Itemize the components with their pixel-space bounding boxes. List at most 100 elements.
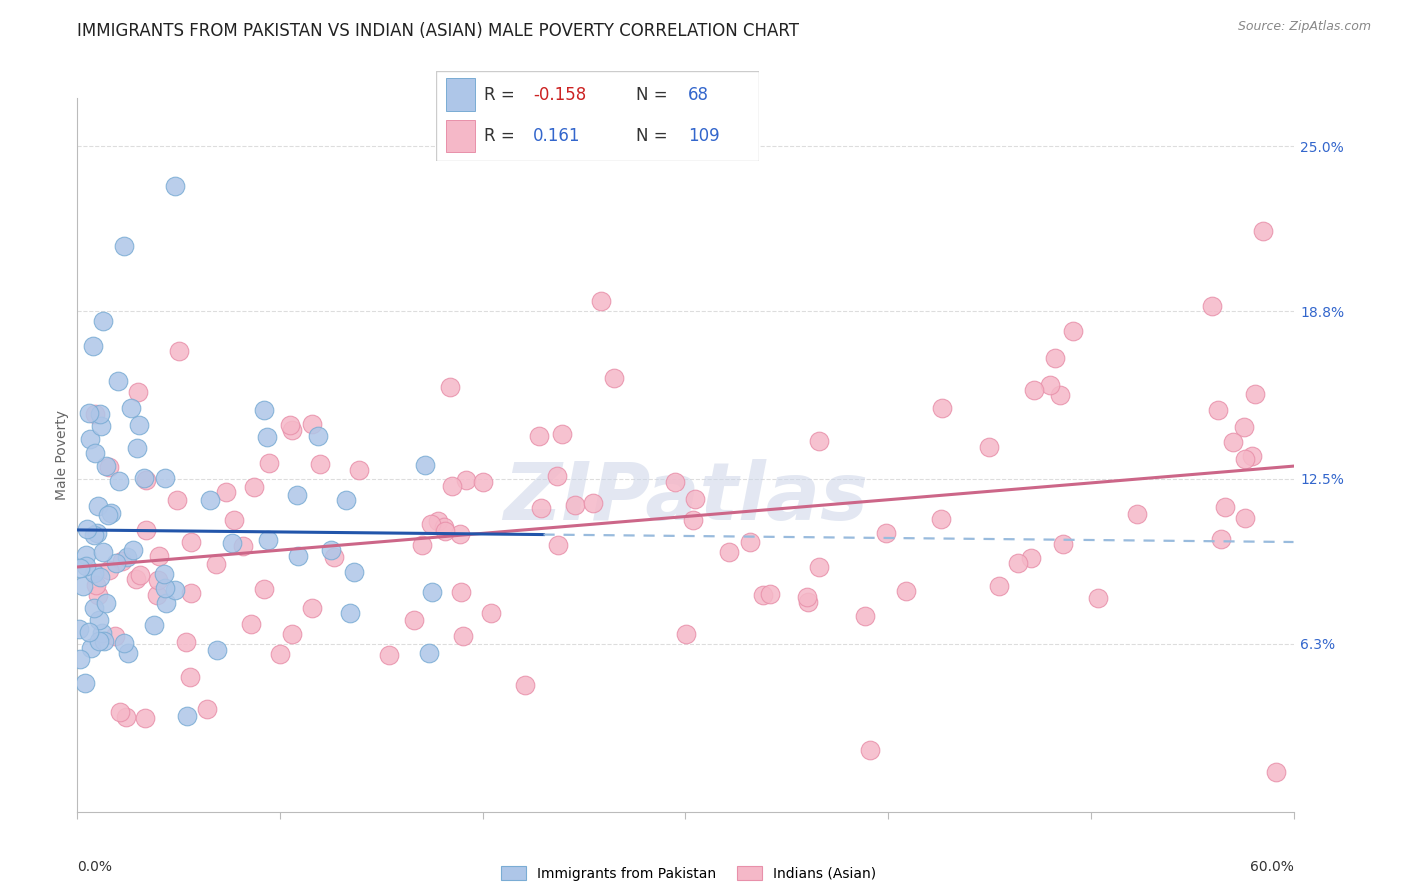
- Bar: [446, 120, 475, 152]
- Point: [108, 705, 131, 719]
- Point: [117, 646, 139, 660]
- Point: [83, 527, 105, 541]
- Point: [146, 588, 169, 602]
- Point: [546, 468, 568, 483]
- Point: [896, 584, 918, 599]
- Point: [1039, 378, 1062, 392]
- Point: [86, 526, 108, 541]
- Point: [529, 501, 551, 516]
- Point: [439, 380, 461, 394]
- Point: [1233, 420, 1256, 434]
- Point: [83, 601, 105, 615]
- Point: [433, 524, 456, 539]
- Point: [82, 339, 104, 353]
- Point: [307, 429, 329, 443]
- Point: [253, 582, 276, 596]
- Point: [418, 647, 440, 661]
- Point: [94, 596, 117, 610]
- Point: [163, 582, 186, 597]
- Point: [222, 513, 245, 527]
- Point: [69, 561, 91, 575]
- Point: [929, 512, 952, 526]
- Text: 109: 109: [688, 127, 720, 145]
- Point: [120, 401, 142, 416]
- Point: [281, 626, 304, 640]
- Point: [115, 709, 138, 723]
- Text: 68: 68: [688, 86, 709, 103]
- Point: [931, 401, 953, 416]
- Point: [797, 595, 820, 609]
- Point: [98, 564, 121, 578]
- Point: [155, 595, 177, 609]
- Point: [239, 616, 262, 631]
- Point: [564, 498, 586, 512]
- Point: [198, 493, 221, 508]
- Point: [256, 533, 278, 548]
- Point: [87, 499, 110, 513]
- Point: [456, 473, 478, 487]
- Point: [134, 711, 156, 725]
- Point: [451, 629, 474, 643]
- Point: [127, 384, 149, 399]
- Point: [322, 549, 344, 564]
- Point: [875, 526, 897, 541]
- Legend: Immigrants from Pakistan, Indians (Asian): Immigrants from Pakistan, Indians (Asian…: [502, 866, 876, 880]
- Point: [547, 538, 569, 552]
- Point: [107, 375, 129, 389]
- Point: [1206, 403, 1229, 417]
- Point: [84, 408, 107, 422]
- Point: [285, 488, 308, 502]
- Point: [91, 314, 114, 328]
- Point: [125, 442, 148, 456]
- Point: [1233, 451, 1256, 466]
- Point: [1251, 224, 1274, 238]
- Point: [343, 565, 366, 579]
- Point: [121, 543, 143, 558]
- Point: [420, 584, 443, 599]
- Point: [308, 457, 330, 471]
- Point: [1024, 384, 1046, 398]
- Point: [301, 600, 323, 615]
- Point: [664, 475, 686, 489]
- Text: R =: R =: [484, 127, 515, 145]
- Point: [79, 432, 101, 446]
- Text: 0.161: 0.161: [533, 127, 581, 145]
- Point: [97, 508, 120, 523]
- Text: IMMIGRANTS FROM PAKISTAN VS INDIAN (ASIAN) MALE POVERTY CORRELATION CHART: IMMIGRANTS FROM PAKISTAN VS INDIAN (ASIA…: [77, 22, 800, 40]
- Point: [796, 590, 818, 604]
- Point: [1234, 510, 1257, 524]
- Point: [75, 549, 97, 563]
- Point: [124, 572, 146, 586]
- Point: [1209, 532, 1232, 546]
- Point: [80, 641, 103, 656]
- Point: [97, 460, 120, 475]
- Point: [415, 458, 437, 472]
- Point: [174, 635, 197, 649]
- Point: [1201, 299, 1223, 313]
- Point: [411, 538, 433, 552]
- Point: [335, 493, 357, 508]
- Point: [339, 606, 361, 620]
- Point: [135, 473, 157, 487]
- Point: [551, 427, 574, 442]
- Point: [427, 514, 450, 528]
- Point: [349, 462, 371, 476]
- Point: [281, 423, 304, 437]
- Point: [153, 471, 176, 485]
- Point: [441, 479, 464, 493]
- Point: [253, 403, 276, 417]
- Point: [1043, 351, 1066, 365]
- Point: [988, 578, 1011, 592]
- Point: [859, 743, 882, 757]
- Point: [432, 520, 454, 534]
- Point: [675, 627, 697, 641]
- Y-axis label: Male Poverty: Male Poverty: [55, 410, 69, 500]
- Point: [259, 456, 281, 470]
- Point: [163, 179, 186, 194]
- Point: [129, 568, 152, 582]
- Point: [67, 622, 90, 636]
- Point: [166, 492, 188, 507]
- Point: [977, 440, 1000, 454]
- Point: [479, 606, 502, 620]
- Point: [112, 636, 135, 650]
